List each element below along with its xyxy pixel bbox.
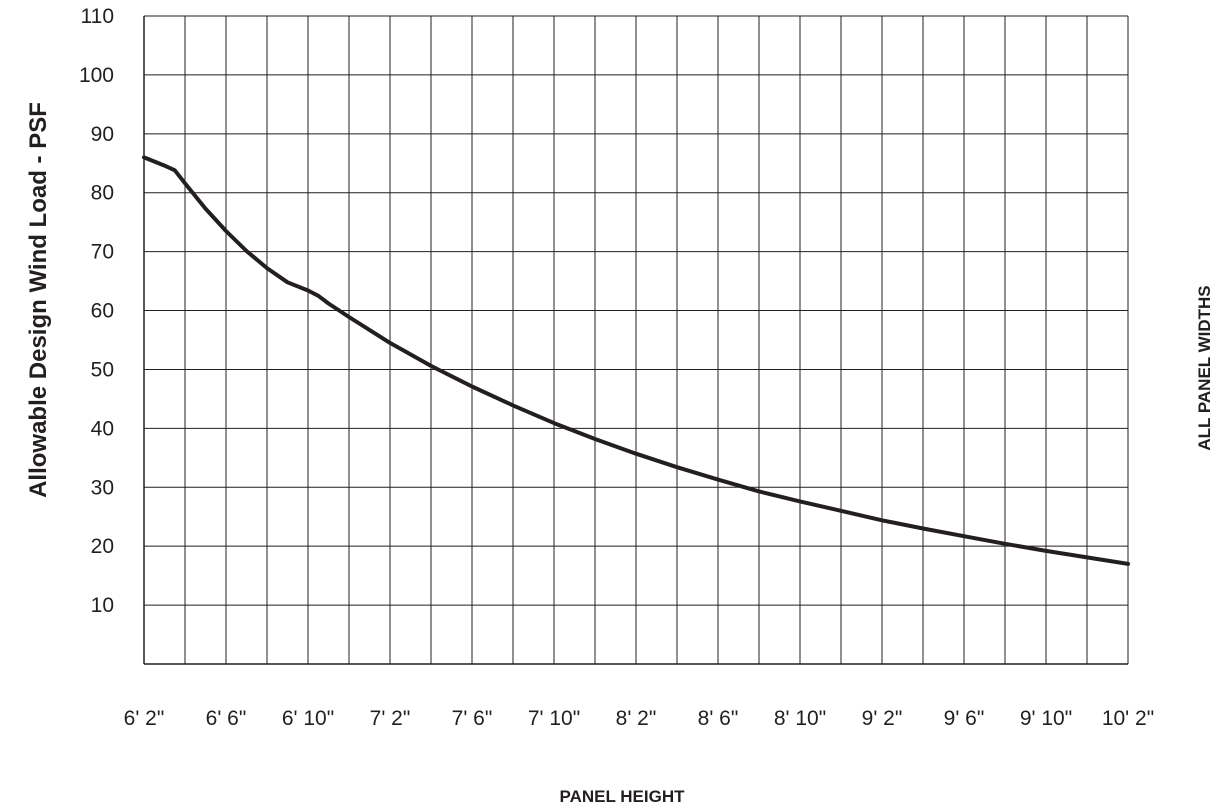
x-tick-labels: 6' 2" 6' 6" 6' 10" 7' 2" 7' 6" 7' 10" 8' 2" 8' … bbox=[124, 707, 1155, 730]
x-tick-label: 8' 10" bbox=[774, 707, 826, 730]
series-layer bbox=[142, 155, 1130, 566]
x-tick-label: 6' 6" bbox=[206, 707, 247, 730]
x-tick-label: 6' 10" bbox=[282, 707, 334, 730]
y-tick-labels: 10 20 30 40 50 60 70 80 90 100 110 bbox=[79, 5, 114, 617]
x-tick-label: 8' 2" bbox=[616, 707, 657, 730]
grid bbox=[143, 15, 1129, 664]
y-tick-label: 30 bbox=[91, 476, 114, 499]
y-tick-label: 110 bbox=[81, 5, 114, 28]
x-tick-label: 7' 2" bbox=[370, 707, 411, 730]
y-tick-label: 50 bbox=[91, 358, 114, 381]
x-axis-title: PANEL HEIGHT bbox=[560, 787, 686, 806]
axes bbox=[143, 16, 1129, 665]
x-tick-label: 9' 2" bbox=[862, 707, 903, 730]
side-label: ALL PANEL WIDTHS bbox=[1195, 285, 1214, 450]
x-tick-label: 8' 6" bbox=[698, 707, 739, 730]
x-tick-label: 9' 10" bbox=[1020, 707, 1072, 730]
x-tick-label: 9' 6" bbox=[944, 707, 985, 730]
y-tick-label: 20 bbox=[91, 535, 114, 558]
x-tick-label: 10' 2" bbox=[1102, 707, 1154, 730]
x-tick-label: 7' 6" bbox=[452, 707, 493, 730]
x-tick-label: 7' 10" bbox=[528, 707, 580, 730]
y-tick-label: 70 bbox=[91, 241, 114, 264]
y-tick-label: 10 bbox=[91, 594, 114, 617]
wind-load-curve bbox=[142, 155, 1130, 566]
y-axis-title: Allowable Design Wind Load - PSF bbox=[25, 102, 52, 498]
y-tick-label: 100 bbox=[79, 64, 114, 87]
y-tick-label: 80 bbox=[91, 182, 114, 205]
x-tick-label: 6' 2" bbox=[124, 707, 165, 730]
y-tick-label: 90 bbox=[91, 123, 114, 146]
y-tick-label: 60 bbox=[91, 300, 114, 323]
y-tick-label: 40 bbox=[91, 417, 114, 440]
